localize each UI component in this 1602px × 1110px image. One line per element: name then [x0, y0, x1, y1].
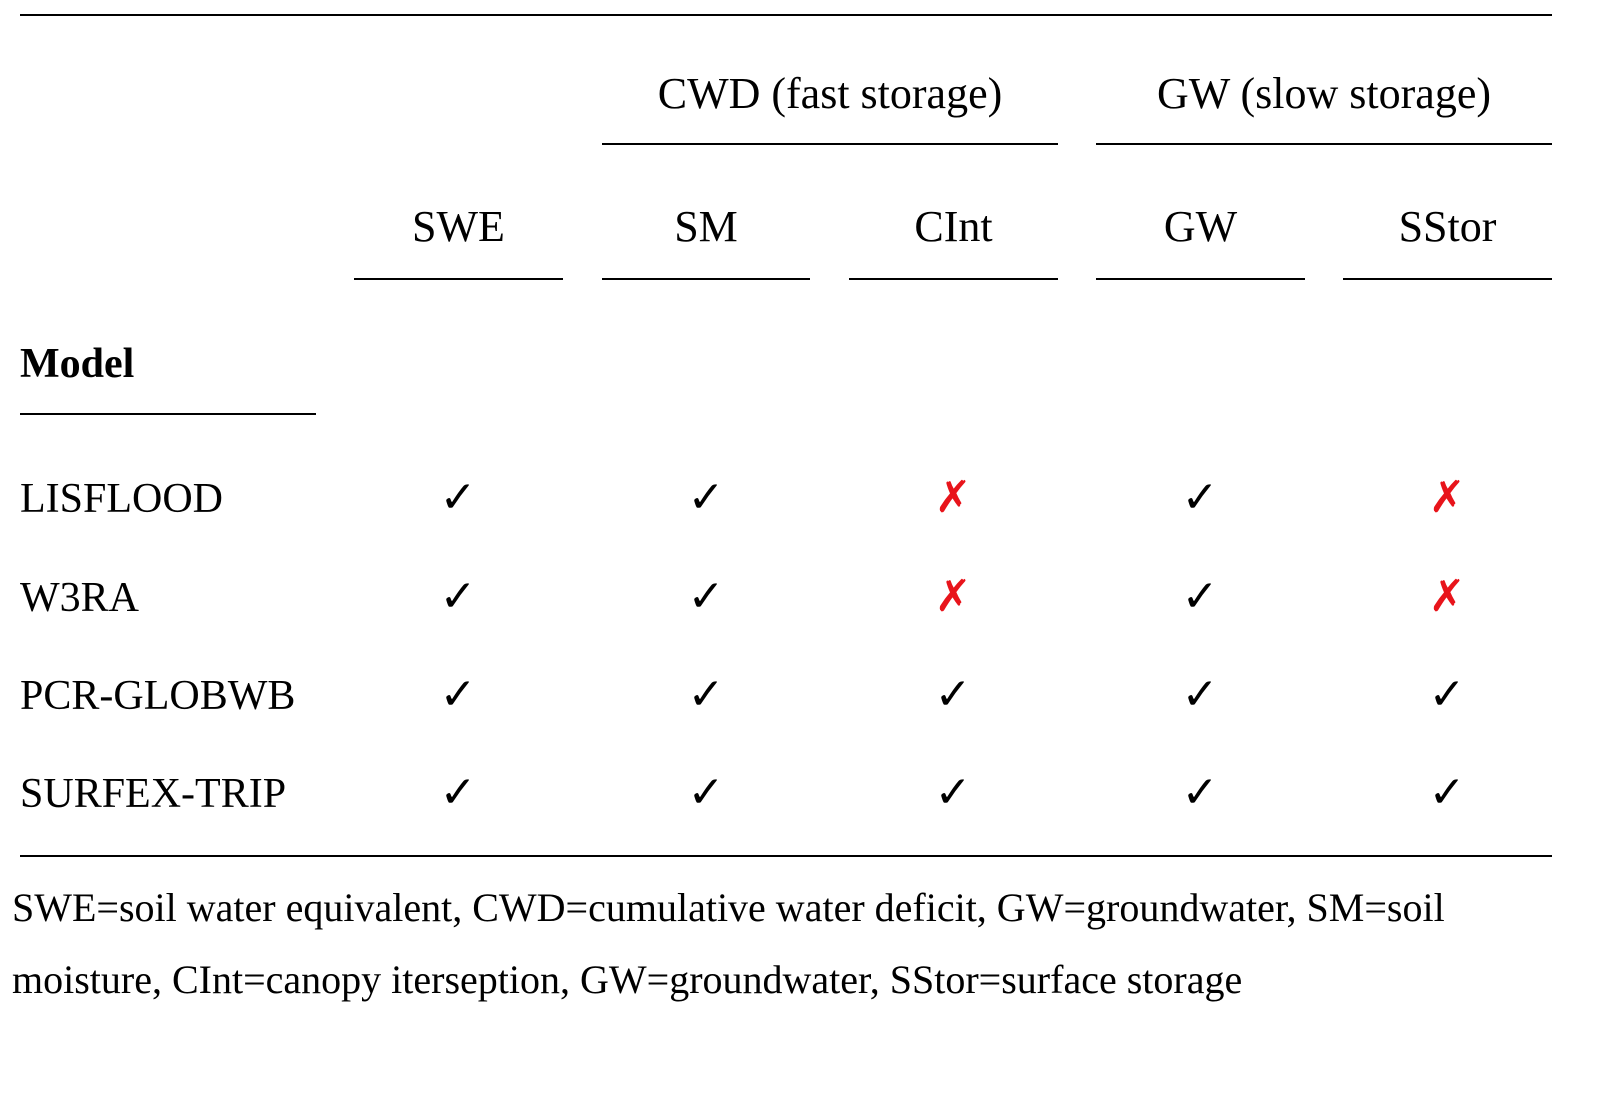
- check-icon: ✓: [439, 767, 477, 818]
- check-icon: ✓: [1428, 669, 1466, 720]
- column-rule-swe: [354, 278, 563, 280]
- row-header-rule: [20, 413, 316, 415]
- column-header-sm: SM: [674, 202, 738, 251]
- row-header-model: Model: [20, 341, 135, 387]
- cross-icon: ✗: [934, 472, 972, 523]
- column-rule-cint: [849, 278, 1058, 280]
- table-row-model-label: LISFLOOD: [20, 476, 224, 522]
- check-icon: ✓: [934, 767, 972, 818]
- table-footnote: SWE=soil water equivalent, CWD=cumulativ…: [12, 885, 1445, 1002]
- group-header-gw: GW (slow storage): [1157, 69, 1491, 118]
- column-header-sstor: SStor: [1398, 202, 1497, 251]
- table-row-model-label: SURFEX-TRIP: [20, 771, 287, 817]
- cross-icon: ✗: [934, 571, 972, 622]
- check-icon: ✓: [687, 669, 725, 720]
- column-rule-sm: [602, 278, 810, 280]
- column-header-swe: SWE: [412, 202, 505, 251]
- table-row-model-label: W3RA: [20, 575, 139, 621]
- check-icon: ✓: [1181, 669, 1219, 720]
- column-header-gw: GW: [1163, 202, 1238, 251]
- check-icon: ✓: [439, 472, 477, 523]
- check-icon: ✓: [687, 472, 725, 523]
- check-icon: ✓: [1428, 767, 1466, 818]
- table-row-model-label: PCR-GLOBWB: [20, 673, 296, 719]
- check-icon: ✓: [687, 767, 725, 818]
- column-rule-sstor: [1343, 278, 1552, 280]
- group-header-cwd: CWD (fast storage): [657, 69, 1003, 118]
- column-rule-gw: [1096, 278, 1305, 280]
- check-icon: ✓: [1181, 472, 1219, 523]
- table-bottom-rule: [20, 855, 1552, 857]
- check-icon: ✓: [439, 571, 477, 622]
- column-header-cint: CInt: [914, 202, 993, 251]
- table-top-rule: [20, 14, 1552, 16]
- check-icon: ✓: [934, 669, 972, 720]
- group-rule-gw: [1096, 143, 1552, 145]
- cross-icon: ✗: [1428, 472, 1466, 523]
- check-icon: ✓: [1181, 767, 1219, 818]
- cross-icon: ✗: [1428, 571, 1466, 622]
- group-rule-cwd: [602, 143, 1058, 145]
- check-icon: ✓: [687, 571, 725, 622]
- check-icon: ✓: [1181, 571, 1219, 622]
- check-icon: ✓: [439, 669, 477, 720]
